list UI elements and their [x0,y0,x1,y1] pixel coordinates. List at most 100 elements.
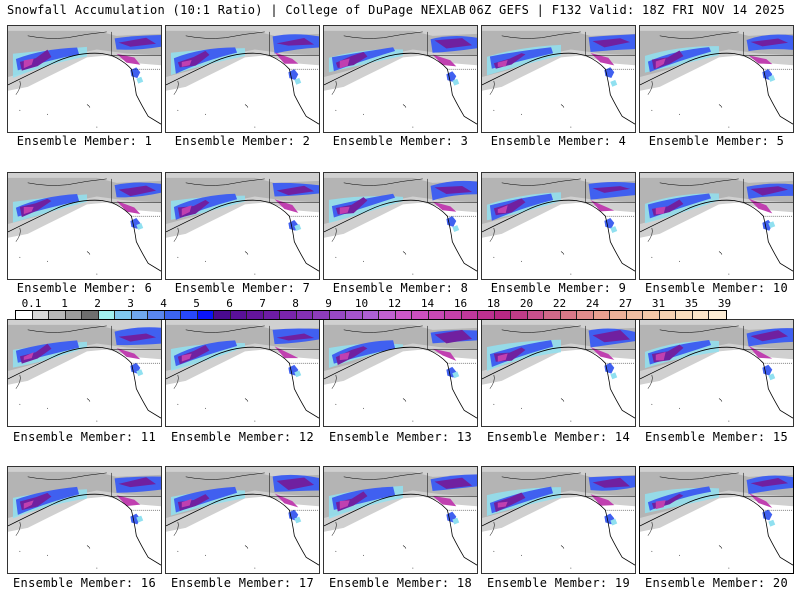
ensemble-member-map[interactable] [165,172,320,280]
snowfall-map-image [640,173,793,279]
colorbar-tick-label: 18 [486,297,501,310]
run-valid-time: 06Z GEFS | F132 Valid: 18Z FRI NOV 14 20… [468,3,785,17]
ensemble-member-label: Ensemble Member: 4 [490,134,627,148]
colorbar-tick-labels: 0.1 1 2 3 4 5 6 7 8 9 10 12 14 16 18 20 22 24 27 31 35 39 [0,297,800,310]
ensemble-member-map[interactable] [639,319,794,427]
ensemble-member-label: Ensemble Member: 10 [645,281,788,295]
ensemble-member-label: Ensemble Member: 20 [645,576,788,590]
colorbar-tick-label: 1 [61,297,68,310]
ensemble-member-map[interactable] [7,25,162,133]
ensemble-member-label: Ensemble Member: 18 [329,576,472,590]
colorbar-cell [412,311,429,319]
ensemble-member-map[interactable] [481,319,636,427]
colorbar-cell [214,311,231,319]
colorbar-cell [461,311,478,319]
ensemble-member-map[interactable] [165,25,320,133]
colorbar-cell [65,311,82,319]
colorbar-cell [593,311,610,319]
ensemble-member-label: Ensemble Member: 2 [174,134,311,148]
snowfall-map-image [166,320,319,426]
ensemble-member-label: Ensemble Member: 8 [332,281,469,295]
snowfall-map-image [166,26,319,132]
colorbar-cell [478,311,495,319]
colorbar-tick-label: 4 [160,297,167,310]
colorbar-cell [445,311,462,319]
colorbar-cell [313,311,330,319]
ensemble-member-label: Ensemble Member: 13 [329,430,472,444]
ensemble-member-map[interactable] [639,25,794,133]
colorbar-cell [428,311,445,319]
colorbar-cell [379,311,396,319]
ensemble-member-map[interactable] [165,466,320,574]
ensemble-member-map[interactable] [165,319,320,427]
ensemble-member-map[interactable] [481,466,636,574]
colorbar-cell [346,311,363,319]
page-title: Snowfall Accumulation (10:1 Ratio) | Col… [7,3,467,17]
ensemble-member-map[interactable] [481,172,636,280]
ensemble-member-map[interactable] [323,466,478,574]
ensemble-member-label: Ensemble Member: 3 [332,134,469,148]
snowfall-map-image [166,173,319,279]
colorbar-cell [296,311,313,319]
colorbar-cell [32,311,49,319]
ensemble-member-label: Ensemble Member: 15 [645,430,788,444]
colorbar-tick-label: 2 [94,297,101,310]
colorbar-cell [164,311,181,319]
colorbar-tick-label: 22 [552,297,567,310]
ensemble-member-label: Ensemble Member: 5 [648,134,785,148]
colorbar-cell [577,311,594,319]
snowfall-map-image [166,467,319,573]
colorbar-tick-label: 6 [226,297,233,310]
ensemble-member-label: Ensemble Member: 14 [487,430,630,444]
snowfall-map-image [324,320,477,426]
ensemble-member-map[interactable] [7,466,162,574]
colorbar-cell [643,311,660,319]
colorbar-cell [230,311,247,319]
colorbar-cell [98,311,115,319]
colorbar-cell [16,311,33,319]
ensemble-member-map[interactable] [323,172,478,280]
ensemble-member-map[interactable] [7,172,162,280]
colorbar-cell [49,311,66,319]
ensemble-member-map[interactable] [639,172,794,280]
ensemble-member-map[interactable] [7,319,162,427]
snowfall-map-image [640,26,793,132]
snowfall-map-image [482,467,635,573]
colorbar-tick-label: 24 [585,297,600,310]
colorbar-tick-label: 0.1 [21,297,42,310]
colorbar-tick-label: 20 [519,297,534,310]
colorbar-tick-label: 16 [453,297,468,310]
snowfall-map-image [482,173,635,279]
colorbar-tick-label: 39 [717,297,732,310]
colorbar-tick-label: 14 [420,297,435,310]
colorbar-cell [181,311,198,319]
colorbar-cell [511,311,528,319]
ensemble-member-label: Ensemble Member: 1 [16,134,153,148]
snowfall-map-image [640,467,793,573]
ensemble-member-map[interactable] [481,25,636,133]
colorbar-cell [362,311,379,319]
snowfall-map-image [324,467,477,573]
snowfall-map-image [8,320,161,426]
ensemble-member-label: Ensemble Member: 9 [490,281,627,295]
snowfall-map-image [8,467,161,573]
snowfall-map-image [324,26,477,132]
colorbar-cell [560,311,577,319]
colorbar-cell [626,311,643,319]
colorbar-tick-label: 7 [259,297,266,310]
ensemble-member-map[interactable] [323,25,478,133]
colorbar-cell [131,311,148,319]
colorbar-tick-label: 27 [618,297,633,310]
colorbar-tick-label: 31 [651,297,666,310]
ensemble-member-label: Ensemble Member: 16 [13,576,156,590]
ensemble-member-label: Ensemble Member: 6 [16,281,153,295]
snowfall-map-image [324,173,477,279]
colorbar-cell [247,311,264,319]
ensemble-member-map[interactable] [323,319,478,427]
colorbar-cell [610,311,627,319]
colorbar-tick-label: 9 [325,297,332,310]
ensemble-member-map[interactable] [639,466,794,574]
ensemble-member-label: Ensemble Member: 19 [487,576,630,590]
ensemble-member-label: Ensemble Member: 7 [174,281,311,295]
colorbar-cell [115,311,132,319]
